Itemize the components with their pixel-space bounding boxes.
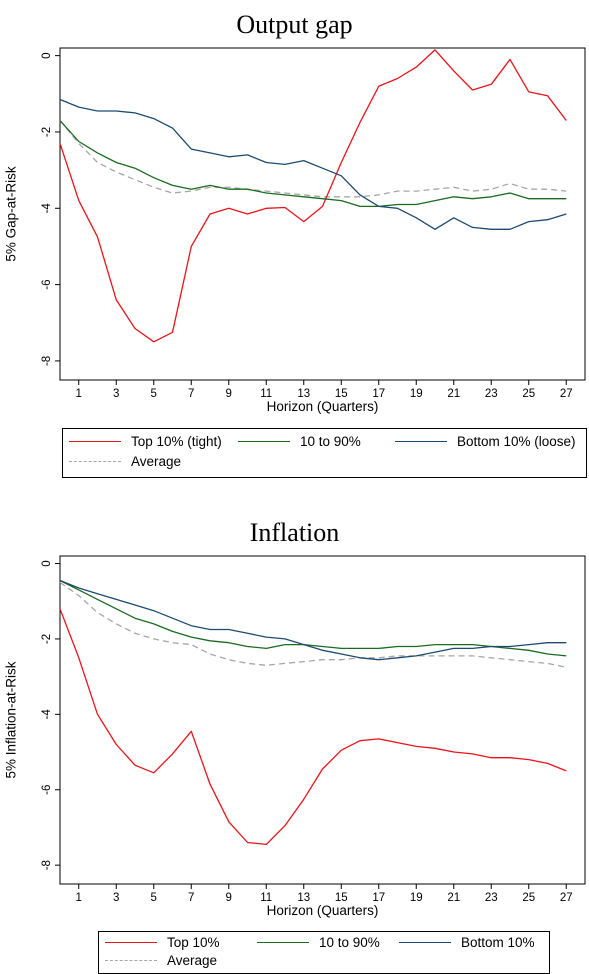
inflation-legend-item-10-to-90: 10 to 90% — [257, 935, 380, 950]
inflation-plot-frame — [59, 555, 586, 885]
inflation-y-axis-label: 5% Inflation-at-Risk — [4, 661, 19, 778]
output-gap-x-tick-label: 3 — [113, 388, 119, 400]
inflation-y-tick-label: -4 — [41, 709, 53, 720]
output-gap-y-axis-label: 5% Gap-at-Risk — [4, 166, 19, 262]
output-gap-legend-swatch — [69, 441, 121, 442]
inflation-x-tick-label: 25 — [522, 892, 535, 904]
output-gap-legend-item-average: Average — [69, 454, 181, 469]
inflation-x-tick-label: 3 — [113, 892, 119, 904]
output-gap-legend-label: Bottom 10% (loose) — [457, 434, 576, 449]
chart-title-output-gap: Output gap — [236, 10, 353, 39]
output-gap-legend: Top 10% (tight) 10 to 90% Bottom 10% (loos… — [62, 428, 587, 478]
output-gap-x-tick-label: 13 — [297, 388, 310, 400]
inflation-legend-item-top-10: Top 10% — [105, 935, 220, 950]
inflation-legend-swatch — [105, 960, 157, 961]
output-gap-legend-item-top-10-tight: Top 10% (tight) — [69, 434, 222, 449]
inflation-legend-label: Average — [167, 953, 218, 968]
output-gap-y-tick-label: -2 — [41, 127, 53, 137]
output-gap-x-tick-label: 23 — [485, 388, 498, 400]
output-gap-x-tick-label: 19 — [410, 388, 423, 400]
inflation-legend-swatch — [399, 942, 451, 943]
inflation-legend: Top 10% 10 to 90% Bottom 10% Average — [98, 931, 550, 974]
output-gap-x-tick-label: 17 — [372, 388, 385, 400]
inflation-y-tick-label: 0 — [41, 560, 53, 566]
output-gap-legend-item-bottom-10-loose: Bottom 10% (loose) — [395, 434, 576, 449]
inflation-x-tick-label: 11 — [260, 892, 272, 904]
output-gap-legend-label: 10 to 90% — [300, 434, 361, 449]
inflation-x-tick-label: 27 — [560, 892, 573, 904]
inflation-x-tick-label: 21 — [447, 892, 460, 904]
inflation-chart: 1 3 5 7 9 11 13 15 17 19 21 23 25 270-2-4-6-8Horizon … — [4, 555, 586, 918]
inflation-x-tick-label: 23 — [485, 892, 498, 904]
inflation-y-tick-label: -6 — [41, 785, 53, 795]
output-gap-x-tick-label: 25 — [522, 388, 535, 400]
output-gap-legend-swatch — [69, 461, 121, 462]
output-gap-x-tick-label: 5 — [151, 388, 157, 400]
output-gap-y-tick-label: -4 — [41, 203, 53, 214]
inflation-y-tick-label: -8 — [41, 860, 53, 870]
output-gap-x-tick-label: 7 — [188, 388, 194, 400]
output-gap-legend-label: Average — [131, 454, 182, 469]
output-gap-y-tick-label: 0 — [41, 52, 53, 58]
inflation-legend-item-average: Average — [105, 953, 217, 968]
inflation-legend-swatch — [105, 942, 157, 943]
inflation-legend-label: Top 10% — [167, 935, 220, 950]
output-gap-legend-swatch — [395, 441, 447, 442]
output-gap-series-top-10-tight — [59, 49, 567, 343]
inflation-legend-label: Bottom 10% — [461, 935, 535, 950]
chart-title-inflation: Inflation — [249, 518, 340, 547]
inflation-x-tick-label: 19 — [410, 892, 423, 904]
inflation-x-tick-label: 17 — [372, 892, 385, 904]
inflation-x-tick-label: 5 — [151, 892, 157, 904]
output-gap-plot-frame — [59, 47, 586, 381]
output-gap-x-tick-label: 21 — [447, 388, 460, 400]
inflation-x-tick-label: 15 — [335, 892, 348, 904]
inflation-series-bottom-10 — [59, 579, 567, 661]
inflation-x-axis-label: Horizon (Quarters) — [267, 903, 379, 918]
inflation-legend-label: 10 to 90% — [319, 935, 380, 950]
output-gap-x-tick-label: 11 — [260, 388, 272, 400]
inflation-series-top-10 — [59, 608, 567, 846]
output-gap-chart: 1 3 5 7 9 11 13 15 17 19 21 23 25 270-2-4-6-8Horizon … — [4, 47, 586, 414]
output-gap-legend-label: Top 10% (tight) — [131, 434, 222, 449]
inflation-legend-swatch — [257, 942, 309, 943]
inflation-x-tick-label: 7 — [188, 892, 194, 904]
output-gap-x-tick-label: 15 — [335, 388, 348, 400]
inflation-legend-item-bottom-10: Bottom 10% — [399, 935, 535, 950]
inflation-series-average — [59, 581, 567, 668]
inflation-y-tick-label: -2 — [41, 634, 53, 644]
output-gap-x-tick-label: 27 — [560, 388, 573, 400]
output-gap-legend-item-10-to-90: 10 to 90% — [238, 434, 361, 449]
output-gap-x-axis-label: Horizon (Quarters) — [267, 399, 379, 414]
output-gap-series-bottom-10-loose — [59, 98, 567, 230]
output-gap-x-tick-label: 1 — [76, 388, 82, 400]
output-gap-x-tick-label: 9 — [226, 388, 232, 400]
inflation-x-tick-label: 9 — [226, 892, 232, 904]
output-gap-y-tick-label: -6 — [41, 279, 53, 289]
inflation-x-tick-label: 1 — [76, 892, 82, 904]
output-gap-y-tick-label: -8 — [41, 356, 53, 366]
inflation-series-10-to-90 — [59, 579, 567, 657]
output-gap-legend-swatch — [238, 441, 290, 442]
inflation-x-tick-label: 13 — [297, 892, 310, 904]
output-gap-series-10-to-90 — [59, 120, 567, 208]
